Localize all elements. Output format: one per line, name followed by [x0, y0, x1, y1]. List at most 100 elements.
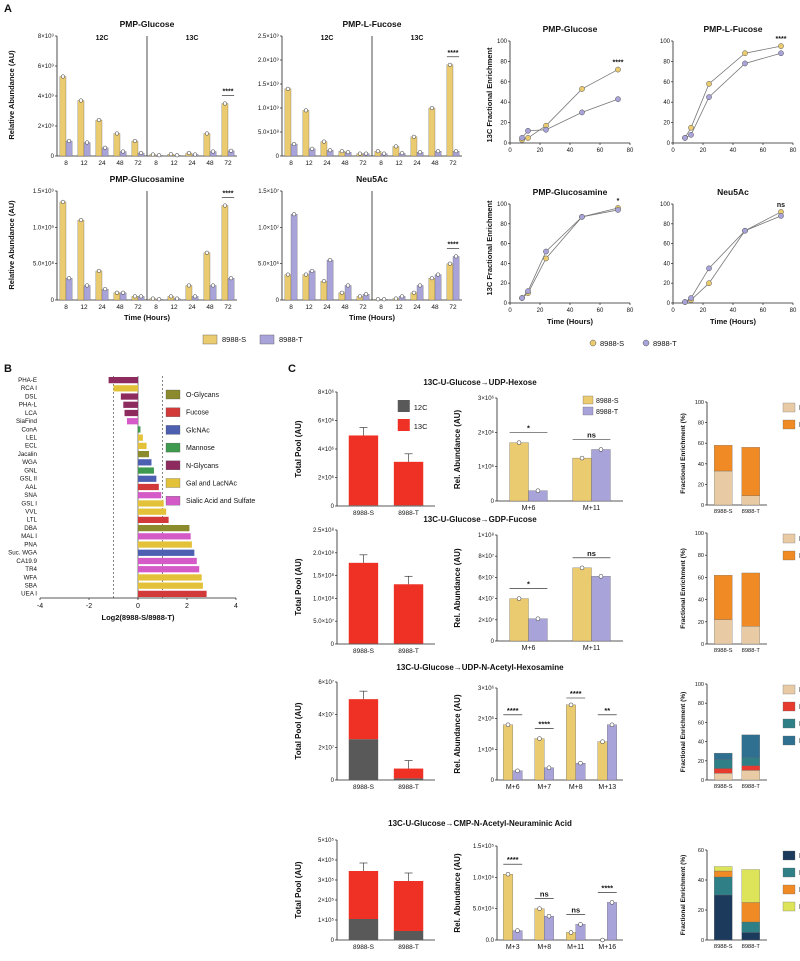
series-line-t: [684, 215, 782, 303]
bar-t: [65, 278, 73, 301]
series-line-s: [521, 207, 619, 299]
lectin-label: LTL: [27, 517, 38, 524]
data-point: [454, 254, 459, 259]
lectin-bar: [138, 450, 150, 458]
sig-annotation: ****: [507, 706, 519, 715]
sig-annotation: ****: [507, 855, 519, 864]
data-point: [447, 261, 452, 266]
x-category-label: 12: [80, 160, 88, 167]
xtick-label: 40: [730, 148, 737, 154]
lectin-label: ConA: [22, 426, 38, 433]
c-pool-ytick-label: 1.0×10⁸: [313, 595, 335, 602]
data-point: [400, 151, 405, 156]
series-marker-t: [543, 126, 549, 133]
c-pool-ytick-label: 2.0×10⁸: [313, 550, 335, 557]
sig-annotation: ****: [223, 89, 234, 96]
lectin-label: ECL: [25, 443, 38, 450]
legend-swatch-isotopologue: [782, 701, 796, 712]
iso-bar-s: [503, 874, 513, 941]
series-marker-t: [615, 207, 621, 213]
a-line-ytick-label: 0: [504, 301, 508, 307]
x-category-label: 8: [64, 160, 68, 167]
legend-label-12c: 12C: [414, 403, 428, 412]
iso-bar-s: [597, 741, 608, 781]
x-category-label: 24: [323, 304, 331, 311]
frac-segment: [714, 870, 733, 878]
c-row-title: 13C-U-Glucose→CMP-N-Acetyl-Neuraminic Ac…: [388, 819, 572, 828]
c-iso-ytick-label: 1.0×10⁵: [473, 874, 495, 881]
x-category-label: 8988-S: [714, 648, 733, 654]
bar-s: [59, 76, 67, 157]
data-point: [303, 272, 308, 277]
lectin-bar: [138, 467, 154, 474]
legend-label-class: Gal and LacNAc: [186, 481, 237, 488]
legend-swatch-isotopologue: [782, 550, 796, 561]
b-xtick-label: -4: [37, 603, 43, 610]
legend-label-class: GlcNAc: [186, 427, 210, 434]
data-point: [411, 134, 416, 139]
x-category-label: M+11: [583, 645, 600, 652]
pool-bar-12c: [393, 778, 424, 780]
iso-bar-t: [607, 724, 617, 781]
data-point: [328, 148, 333, 153]
bar-t: [209, 285, 217, 301]
series-line-t: [684, 52, 782, 139]
legend-label-s: 8988-S: [596, 398, 619, 405]
c-frac-ytick-label: 20: [698, 908, 704, 914]
iso-bar-t: [544, 916, 554, 941]
data-point: [579, 455, 585, 461]
legend-label-class: Mannose: [186, 445, 215, 452]
data-point: [175, 296, 180, 301]
frac-segment: [741, 932, 760, 941]
data-point: [67, 138, 72, 144]
c-frac-ytick-label: 100: [695, 682, 704, 688]
lectin-bar: [138, 516, 169, 524]
chart-title: Neu5Ac: [356, 174, 388, 184]
x-category-label: 72: [224, 160, 232, 167]
data-point: [168, 294, 173, 299]
lectin-label: Jacalin: [18, 451, 38, 458]
iso-bar-t: [575, 924, 586, 941]
c-pool-ylabel: Total Pool (AU): [294, 702, 303, 760]
series-marker-t: [778, 213, 784, 219]
c-frac-ytick-label: 40: [698, 878, 704, 884]
group-label-12c: 12C: [96, 35, 109, 42]
data-point: [292, 141, 297, 147]
c-frac-ylabel: Fractional Enrichment (%): [680, 855, 687, 936]
data-point: [85, 140, 90, 145]
lectin-bar: [126, 418, 138, 425]
a-bar-ytick-label: 2×10⁹: [38, 123, 55, 130]
lectin-bar: [138, 582, 203, 589]
x-category-label: 8988-S: [714, 509, 733, 515]
frac-segment: [741, 902, 760, 923]
c-pool-ytick-label: 6×10⁶: [318, 418, 335, 425]
lectin-label: GNL: [24, 467, 37, 474]
sig-annotation: ****: [570, 689, 582, 698]
frac-segment: [741, 734, 760, 759]
legend-swatch-isotopologue: [782, 718, 796, 729]
lectin-label: WGA: [22, 459, 38, 466]
bar-s: [446, 64, 454, 157]
c-frac-ytick-label: 100: [695, 531, 704, 537]
data-point: [175, 153, 180, 158]
a-line-ylabel-bottom: 13C Fractional Enrichment: [485, 200, 494, 296]
data-point: [393, 296, 398, 301]
frac-segment: [741, 869, 760, 903]
a-line-ytick-label: 100: [660, 39, 671, 45]
sig-annotation: ****: [448, 241, 459, 248]
data-point: [186, 150, 191, 156]
c-iso-ytick-label: 3×10⁶: [478, 395, 495, 402]
lectin-bar: [138, 483, 159, 491]
series-marker-t: [688, 131, 694, 138]
c-iso-ytick-label: 3×10⁶: [478, 685, 495, 692]
data-point: [139, 150, 144, 156]
data-point: [537, 906, 542, 911]
series-marker-s: [579, 86, 585, 92]
bar-t: [308, 270, 316, 301]
legend-label-class: Sialic Acid and Sulfate: [186, 498, 255, 505]
iso-bar-s: [572, 567, 592, 642]
frac-segment: [741, 765, 760, 771]
a-bar-ytick-label: 1.5×10⁷: [258, 188, 279, 195]
legend-label-t: 8988-T: [279, 335, 303, 344]
lectin-bar: [138, 459, 152, 466]
